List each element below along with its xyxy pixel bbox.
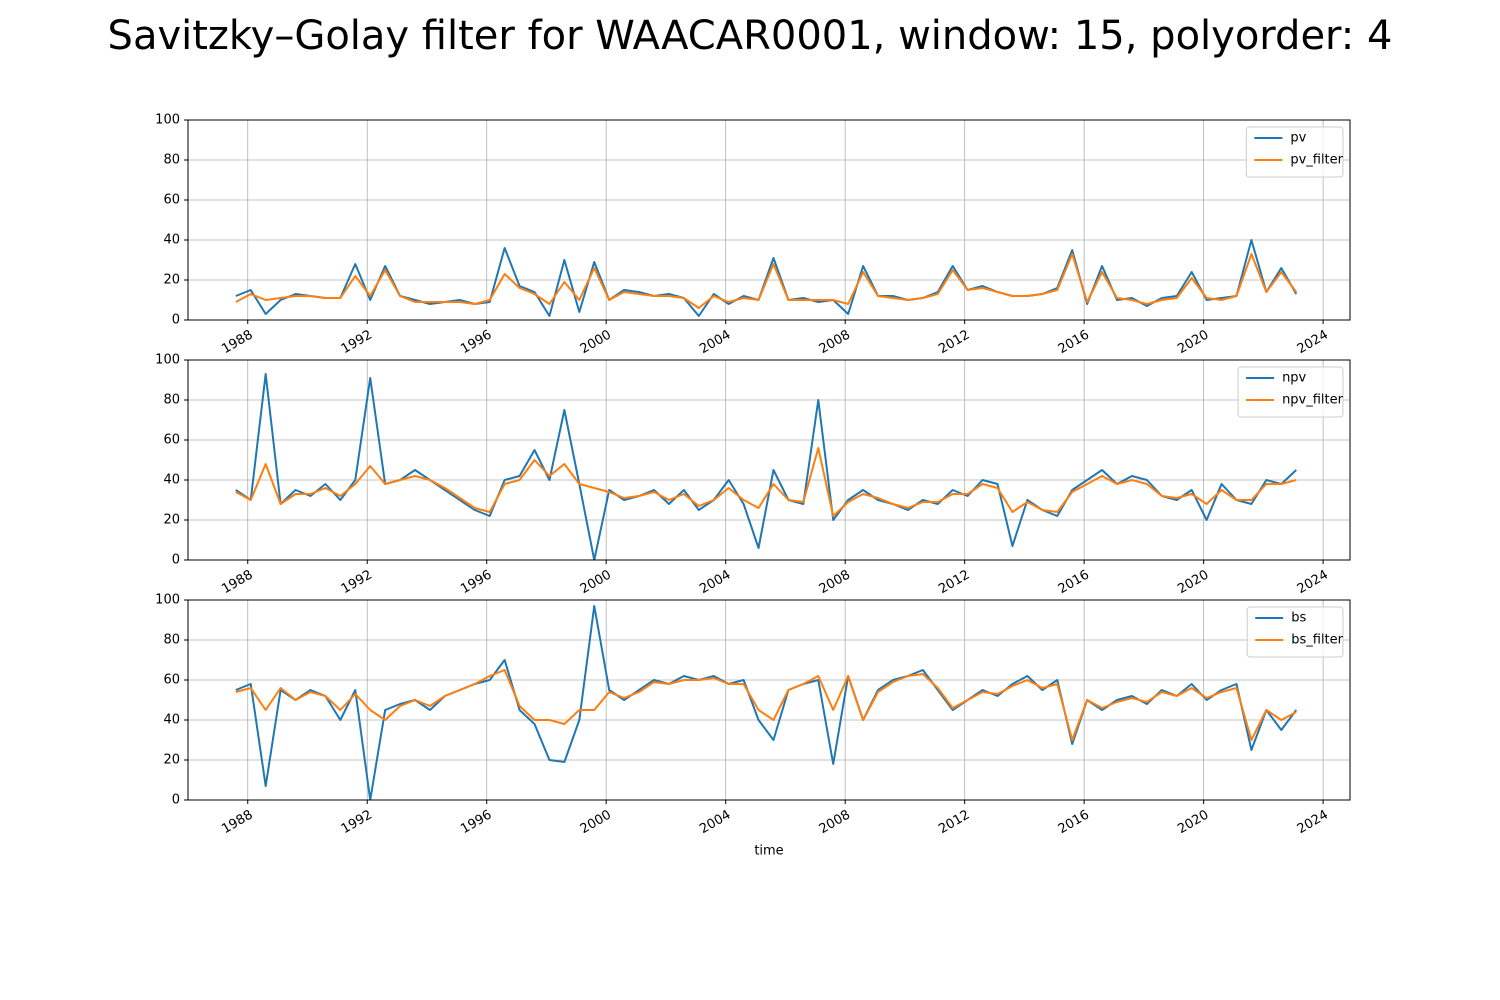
y-tick-label: 20 [163, 273, 180, 288]
y-tick-label: 80 [163, 393, 180, 408]
data-line [235, 669, 1297, 741]
y-tick-label: 20 [163, 753, 180, 768]
y-tick-label: 0 [172, 793, 180, 808]
legend-box [1245, 126, 1344, 178]
y-tick-label: 60 [163, 193, 180, 208]
figure-title: Savitzky–Golay filter for WAACAR0001, wi… [108, 13, 1393, 59]
y-tick-label: 60 [163, 433, 180, 448]
legend: pv pv_filter [1245, 126, 1344, 178]
y-tick-label: 40 [163, 713, 180, 728]
y-tick-label: 100 [155, 353, 180, 368]
legend: bs bs_filter [1246, 606, 1344, 658]
plot-area [235, 239, 1298, 317]
axes-frame [187, 359, 1351, 561]
legend-box [1246, 606, 1344, 658]
y-tick-label: 40 [163, 233, 180, 248]
y-tick-label: 80 [163, 153, 180, 168]
data-line [235, 253, 1298, 309]
legend-label: npv [1282, 371, 1306, 386]
legend-label: bs [1291, 611, 1306, 626]
legend-box [1237, 366, 1344, 418]
y-tick-label: 100 [155, 113, 180, 128]
y-tick-label: 0 [172, 553, 180, 568]
legend-label: bs_filter [1291, 633, 1343, 648]
legend-label: pv [1290, 131, 1306, 146]
y-tick-label: 0 [172, 313, 180, 328]
plot-area [235, 605, 1298, 800]
data-line [235, 239, 1298, 317]
y-tick-label: 40 [163, 473, 180, 488]
axes-frame [187, 119, 1351, 321]
y-tick-label: 20 [163, 513, 180, 528]
y-tick-label: 60 [163, 673, 180, 688]
y-tick-label: 80 [163, 633, 180, 648]
y-tick-label: 100 [155, 593, 180, 608]
legend: npv npv_filter [1237, 366, 1344, 418]
axes-frame [187, 599, 1351, 801]
plot-area [235, 373, 1297, 560]
x-axis-label: time [754, 844, 783, 859]
legend-label: npv_filter [1282, 393, 1344, 408]
data-line [235, 447, 1297, 517]
legend-label: pv_filter [1290, 153, 1343, 168]
